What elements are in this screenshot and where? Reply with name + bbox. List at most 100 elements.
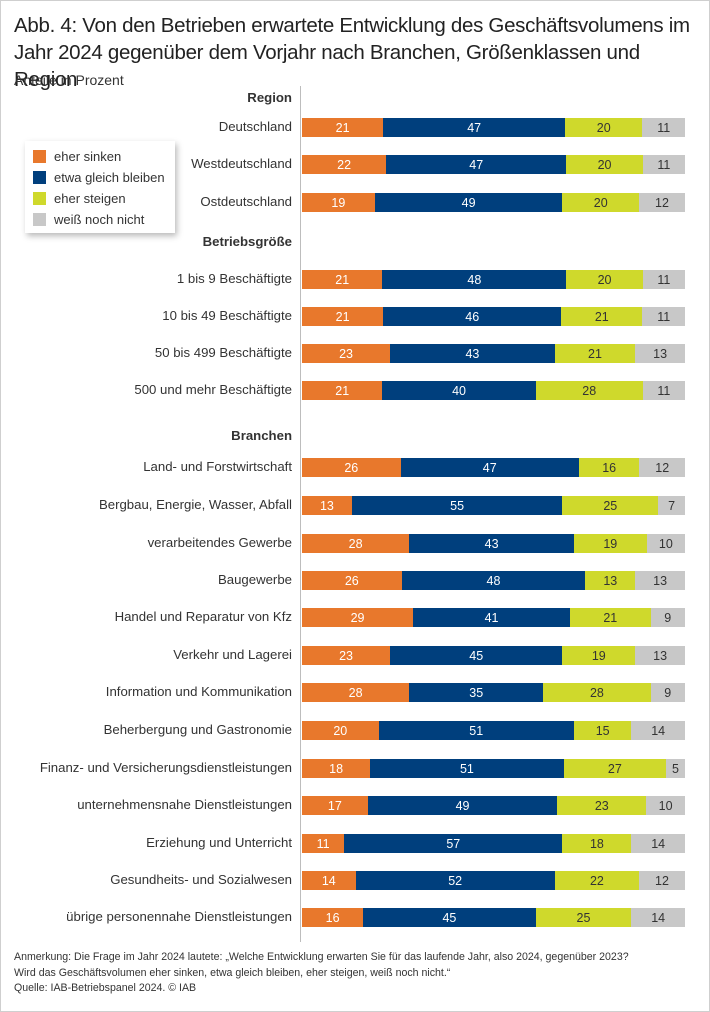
bar-segment-eher-sinken: 16 bbox=[302, 908, 364, 927]
category-label: unternehmensnahe Dienstleistungen bbox=[77, 797, 292, 812]
data-label: 20 bbox=[597, 272, 612, 287]
bar-row-1-bis-9-beschäftigte: 21 48 20 11 bbox=[302, 270, 685, 289]
bar-row-land-und-forstwirtschaft: 26 47 16 12 bbox=[302, 458, 685, 477]
data-label: 9 bbox=[664, 610, 672, 625]
chart-subtitle: Anteile in Prozent bbox=[14, 72, 124, 88]
bar-segment-weiß-noch-nicht: 11 bbox=[642, 270, 685, 289]
data-label: 10 bbox=[658, 798, 673, 813]
bar-segment-weiß-noch-nicht: 13 bbox=[635, 344, 685, 363]
footnote: Anmerkung: Die Frage im Jahr 2024 lautet… bbox=[14, 950, 704, 981]
data-label: 35 bbox=[469, 685, 484, 700]
data-label: 14 bbox=[651, 836, 666, 851]
bar-row-gesundheits-und-sozialwesen: 14 52 22 12 bbox=[302, 871, 685, 890]
data-label: 7 bbox=[668, 498, 676, 513]
legend-label: weiß noch nicht bbox=[54, 211, 145, 227]
bar-segment-eher-steigen: 21 bbox=[554, 344, 636, 363]
bar-segment-eher-steigen: 27 bbox=[563, 759, 667, 778]
data-label: 19 bbox=[603, 536, 618, 551]
data-label: 23 bbox=[339, 346, 353, 361]
bar-segment-weiß-noch-nicht: 5 bbox=[666, 759, 685, 778]
bar-segment-eher-steigen: 19 bbox=[562, 646, 636, 665]
bar-segment-weiß-noch-nicht: 14 bbox=[631, 834, 685, 853]
bar-segment-eher-steigen: 25 bbox=[562, 496, 659, 515]
bar-segment-eher-steigen: 20 bbox=[566, 270, 643, 289]
data-label: 22 bbox=[589, 873, 604, 888]
bar-segment-eher-steigen: 19 bbox=[573, 534, 647, 553]
legend-swatch bbox=[33, 170, 46, 184]
data-label: 21 bbox=[603, 610, 618, 625]
bar-segment-eher-sinken: 23 bbox=[302, 646, 391, 665]
data-label: 28 bbox=[589, 685, 604, 700]
data-label: 5 bbox=[672, 761, 679, 776]
bar-segment-weiß-noch-nicht: 11 bbox=[642, 307, 685, 326]
bar-segment-eher-steigen: 25 bbox=[535, 908, 632, 927]
bar-segment-etwa-gleich-bleiben: 40 bbox=[382, 381, 536, 400]
legend-swatch bbox=[33, 191, 46, 205]
data-label: 16 bbox=[325, 910, 340, 925]
bar-row-erziehung-und-unterricht: 11 57 18 14 bbox=[302, 834, 685, 853]
category-label: Baugewerbe bbox=[217, 572, 292, 587]
data-label: 21 bbox=[588, 346, 602, 361]
bar-segment-eher-steigen: 23 bbox=[557, 796, 647, 815]
data-label: 47 bbox=[467, 120, 482, 135]
data-label: 23 bbox=[594, 798, 609, 813]
bar-segment-etwa-gleich-bleiben: 47 bbox=[386, 155, 567, 174]
bar-row-10-bis-49-beschäftigte: 21 46 21 11 bbox=[302, 307, 685, 326]
legend-label: eher sinken bbox=[54, 148, 122, 164]
data-label: 11 bbox=[657, 272, 671, 287]
bar-segment-etwa-gleich-bleiben: 48 bbox=[382, 270, 567, 289]
data-label: 21 bbox=[335, 272, 350, 287]
bar-segment-weiß-noch-nicht: 10 bbox=[646, 534, 685, 553]
bar-segment-eher-steigen: 20 bbox=[565, 118, 643, 137]
bar-segment-eher-sinken: 29 bbox=[302, 608, 414, 627]
bar-segment-etwa-gleich-bleiben: 43 bbox=[409, 534, 574, 553]
bar-segment-weiß-noch-nicht: 14 bbox=[631, 908, 685, 927]
bar-segment-eher-sinken: 22 bbox=[302, 155, 387, 174]
bar-segment-etwa-gleich-bleiben: 45 bbox=[363, 908, 536, 927]
data-label: 48 bbox=[467, 272, 482, 287]
data-label: 12 bbox=[655, 460, 670, 475]
legend-label: etwa gleich bleiben bbox=[54, 169, 165, 185]
data-label: 22 bbox=[337, 157, 352, 172]
data-label: 48 bbox=[486, 573, 501, 588]
data-label: 43 bbox=[484, 536, 499, 551]
data-label: 17 bbox=[327, 798, 342, 813]
legend: eher sinken etwa gleich bleiben eher ste… bbox=[25, 141, 175, 233]
bar-segment-eher-sinken: 21 bbox=[302, 307, 384, 326]
bar-segment-etwa-gleich-bleiben: 51 bbox=[378, 721, 574, 740]
bar-segment-etwa-gleich-bleiben: 48 bbox=[401, 571, 586, 590]
bar-row-verkehr-und-lagerei: 23 45 19 13 bbox=[302, 646, 685, 665]
data-label: 16 bbox=[602, 460, 617, 475]
bar-segment-weiß-noch-nicht: 12 bbox=[639, 871, 685, 890]
category-label: Handel und Reparatur von Kfz bbox=[114, 609, 292, 624]
bar-segment-eher-sinken: 28 bbox=[302, 534, 410, 553]
bar-segment-eher-steigen: 28 bbox=[535, 381, 643, 400]
bar-segment-eher-sinken: 21 bbox=[302, 270, 383, 289]
bar-segment-etwa-gleich-bleiben: 45 bbox=[390, 646, 563, 665]
category-label: Erziehung und Unterricht bbox=[146, 835, 292, 850]
bar-segment-weiß-noch-nicht: 10 bbox=[646, 796, 685, 815]
data-label: 11 bbox=[657, 120, 671, 135]
bar-row-verarbeitendes-gewerbe: 28 43 19 10 bbox=[302, 534, 685, 553]
data-label: 49 bbox=[455, 798, 470, 813]
data-label: 55 bbox=[450, 498, 465, 513]
data-label: 28 bbox=[582, 383, 597, 398]
data-label: 20 bbox=[597, 157, 612, 172]
data-label: 47 bbox=[469, 157, 484, 172]
category-label: 50 bis 499 Beschäftigte bbox=[154, 345, 292, 360]
bar-segment-eher-steigen: 16 bbox=[578, 458, 640, 477]
bar-segment-eher-sinken: 13 bbox=[302, 496, 352, 515]
data-label: 21 bbox=[335, 120, 350, 135]
bar-segment-etwa-gleich-bleiben: 49 bbox=[367, 796, 558, 815]
bar-segment-eher-steigen: 20 bbox=[566, 155, 643, 174]
bar-segment-etwa-gleich-bleiben: 49 bbox=[374, 193, 563, 212]
bar-segment-eher-steigen: 13 bbox=[585, 571, 636, 590]
category-label: übrige personennahe Dienstleistungen bbox=[66, 909, 292, 924]
data-label: 43 bbox=[465, 346, 480, 361]
bar-segment-etwa-gleich-bleiben: 47 bbox=[400, 458, 579, 477]
data-label: 20 bbox=[596, 120, 611, 135]
bar-segment-weiß-noch-nicht: 14 bbox=[631, 721, 685, 740]
data-label: 52 bbox=[448, 873, 463, 888]
data-label: 29 bbox=[350, 610, 365, 625]
bar-segment-eher-steigen: 18 bbox=[562, 834, 632, 853]
